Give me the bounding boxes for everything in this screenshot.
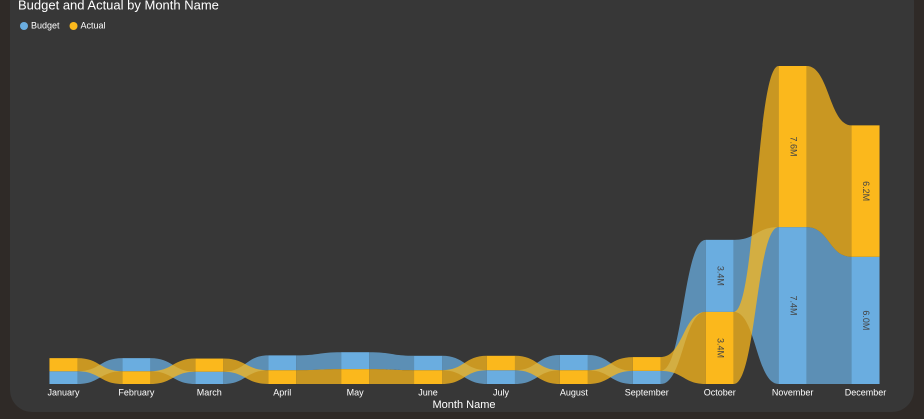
legend-label: Budget [31,20,60,30]
bar-segment [268,355,297,371]
ribbon [733,66,779,384]
bar-segment [195,358,224,372]
bar-segment [778,66,807,228]
x-tick-label: August [560,387,589,397]
x-tick-label: January [47,387,80,397]
data-label: 3.4M [715,338,725,358]
x-tick-label: June [418,387,438,397]
x-tick-label: May [347,387,365,397]
bar-segment [122,371,151,384]
x-tick-label: February [118,387,155,397]
ribbon [806,66,852,257]
x-tick-label: July [493,387,510,397]
ribbon [806,227,852,384]
bar-segment [559,370,588,384]
ribbon [150,358,196,384]
bar-segment [341,352,370,370]
bar-segment [341,369,370,384]
bar-segment [559,354,588,371]
x-tick-label: March [197,387,222,397]
x-tick-label: November [772,387,814,397]
bar-segment [268,370,297,384]
data-label: 6.2M [861,181,871,201]
data-label: 7.6M [788,137,798,157]
data-label: 6.0M [861,310,871,330]
ribbon [660,311,706,384]
ribbon [587,357,633,384]
legend-label: Actual [81,20,106,30]
ribbon [296,352,342,371]
ribbon [442,355,487,384]
x-axis-title: Month Name [433,399,496,411]
bar-segment [414,355,443,371]
bar-segment [195,371,224,384]
bar-segment [851,125,880,257]
data-label: 7.4M [788,296,798,316]
ribbon [296,369,342,384]
bar-segment [851,256,880,384]
legend-marker [69,22,78,30]
bar-segment [49,371,78,384]
bar-segment [122,358,151,372]
x-tick-label: September [625,387,669,397]
data-label: 3.4M [715,266,725,286]
legend-marker [20,22,28,30]
ribbon [514,355,560,384]
bar-segment [486,355,515,371]
ribbon [77,358,123,384]
x-tick-label: April [273,387,291,397]
ribbon [223,358,269,384]
bar-segment [486,370,515,384]
bar-segment [705,239,734,312]
x-tick-label: December [845,387,887,397]
bar-segment [414,370,443,384]
bar-segment [705,311,734,384]
bar-segment [49,358,78,372]
chart-title: Budget and Actual by Month Name [18,0,219,12]
ribbon [660,239,706,384]
ribbon [369,369,415,384]
bar-segment [632,357,661,371]
x-tick-label: October [704,387,736,397]
bar-segment [778,227,807,384]
bar-segment [632,370,661,384]
ribbon [369,352,415,371]
